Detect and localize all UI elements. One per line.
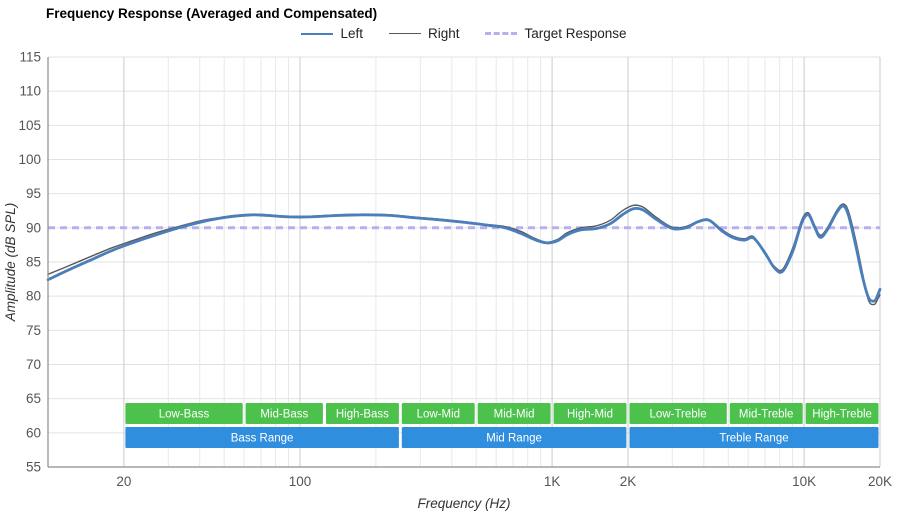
y-tick-label: 75 [26,323,41,338]
y-tick-label: 85 [26,255,41,270]
legend-label-target: Target Response [524,26,627,41]
left-line-swatch [301,32,334,35]
band-label-mid-bass: Mid-Bass [260,409,308,421]
y-tick-label: 55 [26,460,41,475]
band-label-mid-range: Mid Range [486,433,542,445]
legend-label-right: Right [427,26,460,41]
legend-item-target[interactable]: Target Response [485,26,627,41]
band-button-low-bass[interactable] [125,403,243,424]
band-button-high-treble[interactable] [805,403,879,424]
y-tick-label: 100 [18,152,41,167]
x-tick-label: 100 [289,474,312,489]
band-button-high-mid[interactable] [553,403,627,424]
x-tick-label: 20 [116,474,131,489]
band-button-high-bass[interactable] [326,403,399,424]
band-label-high-bass: High-Bass [336,409,389,421]
y-axis-title: Amplitude (dB SPL) [3,203,18,323]
band-button-bass-range[interactable] [125,427,399,448]
y-tick-label: 70 [26,357,41,372]
band-label-low-bass: Low-Bass [159,409,210,421]
band-button-low-treble[interactable] [629,403,727,424]
band-button-treble-range[interactable] [629,427,879,448]
y-tick-label: 60 [26,425,41,440]
x-tick-label: 2K [620,474,637,489]
legend-item-left[interactable]: Left [301,26,363,41]
legend-item-right[interactable]: Right [388,26,460,41]
band-button-low-mid[interactable] [401,403,475,424]
x-tick-label: 10K [792,474,816,489]
x-tick-label: 20K [868,474,892,489]
chart-title: Frequency Response (Averaged and Compens… [46,6,378,21]
band-button-mid-treble[interactable] [729,403,803,424]
target-line-swatch [485,32,518,35]
band-label-low-mid: Low-Mid [417,409,460,421]
y-tick-label: 105 [18,118,41,133]
band-label-mid-treble: Mid-Treble [739,409,794,421]
band-label-mid-mid: Mid-Mid [494,409,535,421]
x-axis-title: Frequency (Hz) [417,496,510,511]
band-label-high-treble: High-Treble [812,409,872,421]
band-label-treble-range: Treble Range [719,433,788,445]
x-tick-label: 1K [544,474,561,489]
legend: Left Right Target Response [48,26,880,41]
y-tick-label: 90 [26,220,41,235]
band-button-mid-bass[interactable] [245,403,323,424]
band-button-mid-range[interactable] [401,427,627,448]
right-curve [47,203,881,306]
legend-label-left: Left [340,26,363,41]
band-label-bass-range: Bass Range [231,433,294,445]
left-curve [46,204,882,303]
band-label-low-treble: Low-Treble [650,409,707,421]
y-tick-label: 115 [19,50,41,65]
y-tick-label: 65 [26,391,41,406]
y-tick-label: 80 [26,289,41,304]
band-button-mid-mid[interactable] [477,403,551,424]
y-tick-label: 110 [19,84,41,99]
y-tick-label: 95 [26,186,41,201]
right-line-swatch [388,33,421,34]
band-label-high-mid: High-Mid [567,409,613,421]
